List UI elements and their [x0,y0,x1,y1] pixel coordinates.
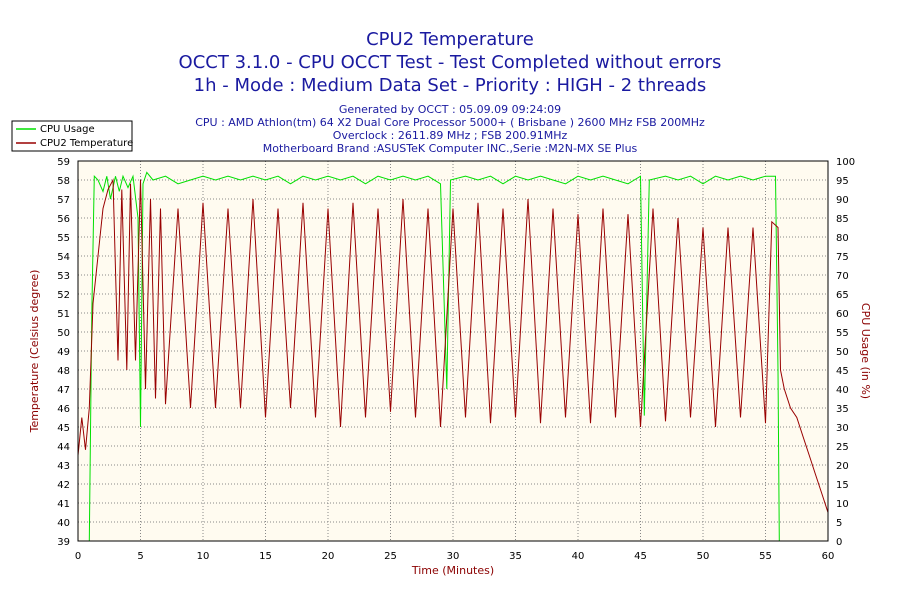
y-tick-label-left: 42 [57,480,70,491]
y-tick-label-right: 30 [836,423,849,434]
series-line-cpu2-temperature [77,178,829,513]
x-tick-label: 45 [634,551,647,562]
y-tick-label-left: 41 [57,499,70,510]
y-tick-label-left: 57 [57,195,70,206]
x-tick-label: 25 [384,551,397,562]
x-tick-label: 20 [322,551,335,562]
y-axis-label-right: CPU Usage (in %) [859,303,872,399]
legend-box [11,120,133,152]
chart-subtitle-1: OCCT 3.1.0 - CPU OCCT Test - Test Comple… [179,52,722,73]
y-tick-label-right: 90 [836,195,849,206]
x-tick-label: 10 [197,551,210,562]
y-tick-label-right: 80 [836,233,849,244]
x-tick-label: 0 [75,551,81,562]
y-tick-label-left: 51 [57,309,70,320]
x-tick-label: 50 [697,551,710,562]
y-tick-label-left: 49 [57,347,70,358]
x-tick-label: 55 [759,551,772,562]
axis-ticks: 3940414243444546474849505152535455565758… [57,157,855,562]
y-tick-label-left: 44 [57,442,70,453]
chart-title: CPU2 Temperature [366,29,534,50]
series-line-cpu-usage [78,171,828,542]
y-tick-label-right: 40 [836,385,849,396]
y-tick-label-left: 48 [57,366,70,377]
x-tick-label: 60 [822,551,835,562]
info-overclock: Overclock : 2611.89 MHz ; FSB 200.91MHz [333,129,568,142]
y-tick-label-left: 52 [57,290,70,301]
y-tick-label-left: 56 [57,214,70,225]
info-motherboard: Motherboard Brand :ASUSTeK Computer INC.… [263,142,638,155]
series-layer [77,171,829,542]
y-tick-label-right: 85 [836,214,849,225]
chart-subtitle-2: 1h - Mode : Medium Data Set - Priority :… [194,75,707,96]
y-tick-label-left: 59 [57,157,70,168]
y-tick-label-left: 40 [57,518,70,529]
y-tick-label-right: 70 [836,271,849,282]
y-tick-label-left: 46 [57,404,70,415]
x-tick-label: 40 [572,551,585,562]
y-tick-label-right: 100 [836,157,855,168]
y-tick-label-left: 43 [57,461,70,472]
y-tick-label-right: 65 [836,290,849,301]
x-tick-label: 5 [137,551,143,562]
y-tick-label-right: 10 [836,499,849,510]
info-cpu: CPU : AMD Athlon(tm) 64 X2 Dual Core Pro… [195,116,705,129]
y-tick-label-right: 50 [836,347,849,358]
y-tick-label-right: 20 [836,461,849,472]
x-tick-label: 35 [509,551,522,562]
info-generated: Generated by OCCT : 05.09.09 09:24:09 [339,103,561,116]
x-axis-label: Time (Minutes) [411,564,494,577]
y-tick-label-left: 47 [57,385,70,396]
y-tick-label-left: 54 [57,252,70,263]
y-tick-label-right: 5 [836,518,842,529]
y-tick-label-right: 15 [836,480,849,491]
y-tick-label-left: 53 [57,271,70,282]
y-tick-label-right: 35 [836,404,849,415]
y-tick-label-left: 50 [57,328,70,339]
y-tick-label-right: 95 [836,176,849,187]
y-axis-label-left: Temperature (Celsius degree) [28,270,41,434]
y-tick-label-right: 55 [836,328,849,339]
y-tick-label-right: 75 [836,252,849,263]
x-tick-label: 15 [259,551,272,562]
y-tick-label-left: 39 [57,537,70,548]
y-tick-label-right: 45 [836,366,849,377]
legend-label-cpu-usage: CPU Usage [40,124,95,135]
x-tick-label: 30 [447,551,460,562]
y-tick-label-right: 60 [836,309,849,320]
y-tick-label-right: 25 [836,442,849,453]
y-tick-label-right: 0 [836,537,842,548]
y-tick-label-left: 55 [57,233,70,244]
y-tick-label-left: 45 [57,423,70,434]
legend: CPU Usage CPU2 Temperature [11,120,133,152]
legend-label-cpu2-temperature: CPU2 Temperature [40,138,133,149]
plot-border [77,160,829,542]
y-tick-label-left: 58 [57,176,70,187]
